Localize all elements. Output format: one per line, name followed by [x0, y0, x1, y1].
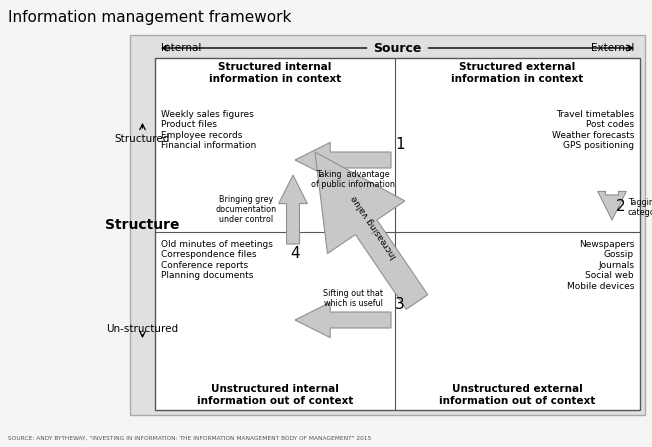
Bar — [155, 58, 640, 410]
Polygon shape — [295, 143, 391, 177]
Text: 1: 1 — [395, 137, 405, 152]
Text: Source: Source — [374, 42, 422, 55]
Text: Increasing value: Increasing value — [349, 194, 398, 260]
Text: Sifting out that
which is useful: Sifting out that which is useful — [323, 289, 383, 308]
Text: Unstructured external
information out of context: Unstructured external information out of… — [439, 384, 596, 406]
Polygon shape — [598, 191, 627, 220]
Text: 4: 4 — [290, 246, 300, 261]
Text: External: External — [591, 43, 634, 53]
Text: Newspapers
Gossip
Journals
Social web
Mobile devices: Newspapers Gossip Journals Social web Mo… — [567, 240, 634, 291]
Text: Unstructured internal
information out of context: Unstructured internal information out of… — [197, 384, 353, 406]
Text: Information management framework: Information management framework — [8, 10, 291, 25]
Text: Tagging  and
categorising: Tagging and categorising — [628, 198, 652, 217]
Polygon shape — [315, 152, 428, 309]
Polygon shape — [295, 303, 391, 337]
Text: Taking  advantage
of public information: Taking advantage of public information — [311, 170, 395, 190]
Text: 2: 2 — [616, 199, 626, 214]
Text: Structure: Structure — [105, 218, 180, 232]
Text: Structured internal
information in context: Structured internal information in conte… — [209, 62, 341, 84]
Text: Old minutes of meetings
Correspondence files
Conference reports
Planning documen: Old minutes of meetings Correspondence f… — [161, 240, 273, 280]
Text: Weekly sales figures
Product files
Employee records
Financial information: Weekly sales figures Product files Emplo… — [161, 110, 256, 150]
Bar — [130, 35, 645, 415]
Text: Internal: Internal — [161, 43, 201, 53]
Text: Travel timetables
Post codes
Weather forecasts
GPS positioning: Travel timetables Post codes Weather for… — [552, 110, 634, 150]
Polygon shape — [278, 175, 307, 244]
Text: 3: 3 — [395, 297, 405, 312]
Text: Un-structured: Un-structured — [106, 324, 179, 334]
Text: Structured external
information in context: Structured external information in conte… — [451, 62, 584, 84]
Text: SOURCE: ANDY BYTHEWAY, "INVESTING IN INFORMATION: THE INFORMATION MANAGEMENT BOD: SOURCE: ANDY BYTHEWAY, "INVESTING IN INF… — [8, 436, 371, 441]
Text: Bringing grey
documentation
under control: Bringing grey documentation under contro… — [216, 194, 277, 224]
Text: Structured: Structured — [115, 134, 170, 144]
